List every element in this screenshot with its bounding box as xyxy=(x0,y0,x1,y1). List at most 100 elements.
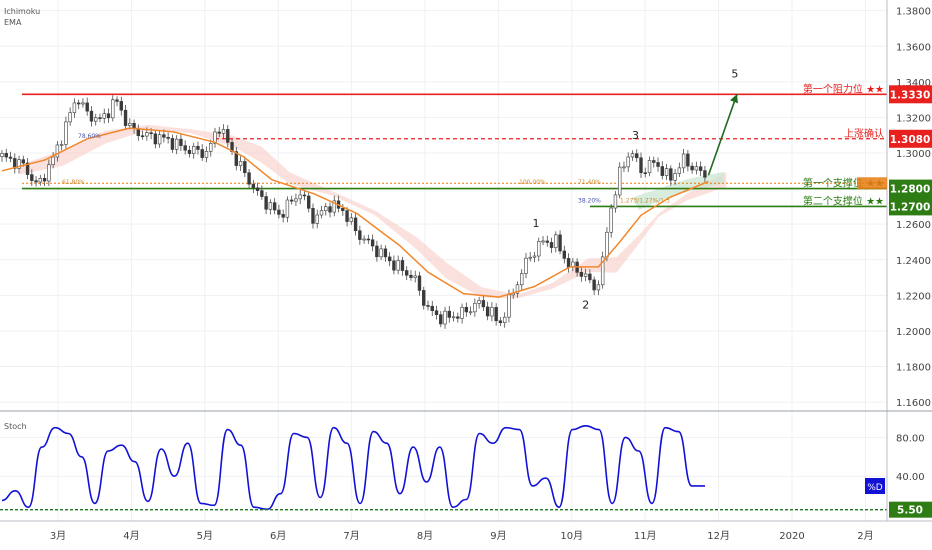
candle-body xyxy=(115,99,119,102)
stoch-level-tag xyxy=(889,501,932,518)
candle-body xyxy=(630,153,635,158)
candle-body xyxy=(358,230,362,240)
stoch-d-line xyxy=(1,424,705,511)
candle-body xyxy=(328,206,332,213)
candle-body xyxy=(72,102,77,114)
candle-body xyxy=(30,174,34,181)
level-price-tag-label: 1.2800 xyxy=(890,184,931,196)
candle-body xyxy=(153,133,158,145)
candle-body xyxy=(600,256,605,286)
candle-body xyxy=(268,202,273,210)
level-price-tag xyxy=(889,85,932,104)
candle-body xyxy=(392,260,396,271)
candle-body xyxy=(477,300,481,304)
candle-body xyxy=(579,272,584,277)
candle-body xyxy=(400,260,405,271)
candle-body xyxy=(34,180,38,183)
time-tick-label: 8月 xyxy=(417,530,433,542)
candle-body xyxy=(417,275,422,291)
fib-label: 61.80% xyxy=(62,179,85,186)
grid-layer xyxy=(0,0,887,521)
level-price-tag xyxy=(889,129,932,148)
candle-body xyxy=(238,161,243,166)
candle-body xyxy=(554,234,558,248)
candle-body xyxy=(94,117,98,122)
time-tick-label: 10月 xyxy=(560,530,583,542)
time-axis[interactable]: 3月 4月 5月 6月 7月 8月 9月 10月 11月 12月 2020 2月 xyxy=(50,530,874,542)
candle-body xyxy=(660,166,665,176)
candle-body xyxy=(243,161,247,174)
stoch-legend[interactable]: Stoch xyxy=(4,422,27,431)
candle-body xyxy=(140,135,145,138)
candle-body xyxy=(145,132,149,137)
cloud-band-green xyxy=(631,171,725,210)
candle-body xyxy=(183,145,187,151)
candle-body xyxy=(272,202,277,211)
price-tick-label: 1.2600 xyxy=(896,220,931,231)
level-price-tag-label: 1.2700 xyxy=(890,201,931,213)
candle-body xyxy=(558,234,562,252)
candle-body xyxy=(404,270,409,276)
ema-legend[interactable]: EMA xyxy=(4,18,22,27)
candle-body xyxy=(51,156,55,166)
candle-body xyxy=(703,170,707,178)
candle-body xyxy=(47,164,51,182)
candle-body xyxy=(196,145,200,150)
candle-body xyxy=(635,153,639,159)
candle-body xyxy=(234,151,238,166)
candle-body xyxy=(647,160,652,174)
candle-body xyxy=(319,210,324,216)
stoch-tick-label: 80.00 xyxy=(896,433,925,444)
candle-body xyxy=(311,208,315,224)
candle-body xyxy=(302,194,307,197)
candle-body xyxy=(166,136,170,139)
candle-body xyxy=(686,153,690,167)
candle-body xyxy=(656,162,660,167)
candle-body xyxy=(383,248,388,258)
candle-body xyxy=(64,121,68,145)
candle-body xyxy=(85,102,89,112)
candle-body xyxy=(507,294,511,318)
price-tick-label: 1.1600 xyxy=(896,398,931,409)
candle-body xyxy=(515,284,520,294)
candle-body xyxy=(413,275,417,278)
projection-arrow xyxy=(707,94,738,176)
level-label: 第二个支撑位 ★★ xyxy=(803,194,884,207)
candle-body xyxy=(422,290,426,306)
candle-body xyxy=(494,307,498,322)
candle-body xyxy=(460,306,464,319)
candle-body xyxy=(502,316,507,324)
candle-body xyxy=(690,165,694,171)
candle-body xyxy=(187,149,192,154)
candle-body xyxy=(119,101,123,111)
level-label: 上涨确认 xyxy=(844,127,884,140)
wave-label: 5 xyxy=(731,67,738,80)
candle-body xyxy=(209,143,213,152)
candle-body xyxy=(592,279,596,291)
candle-body xyxy=(25,162,30,175)
candle-body xyxy=(473,303,477,313)
candle-body xyxy=(694,166,699,171)
candle-body xyxy=(281,214,285,218)
fib-label: 78.60% xyxy=(78,133,101,140)
ema-line-group xyxy=(1,127,709,298)
candle-body xyxy=(162,134,166,138)
candle-body xyxy=(481,300,486,308)
time-tick-label: 2020 xyxy=(779,531,804,542)
candle-body xyxy=(605,231,609,258)
candle-body xyxy=(409,274,413,278)
price-axis[interactable]: 1.3800 1.3600 1.3400 1.3200 1.3000 1.2800 1.26… xyxy=(857,7,932,518)
candle-body xyxy=(617,166,622,196)
candle-body xyxy=(345,210,349,222)
candle-body xyxy=(588,273,592,281)
candle-body xyxy=(315,214,319,224)
ichimoku-legend[interactable]: Ichimoku xyxy=(4,7,40,16)
level-lines xyxy=(22,93,887,208)
candle-body xyxy=(81,102,85,105)
candle-body xyxy=(174,138,179,150)
candle-body xyxy=(251,183,256,189)
price-tick-label: 1.2200 xyxy=(896,291,931,302)
candle-body xyxy=(439,314,443,325)
